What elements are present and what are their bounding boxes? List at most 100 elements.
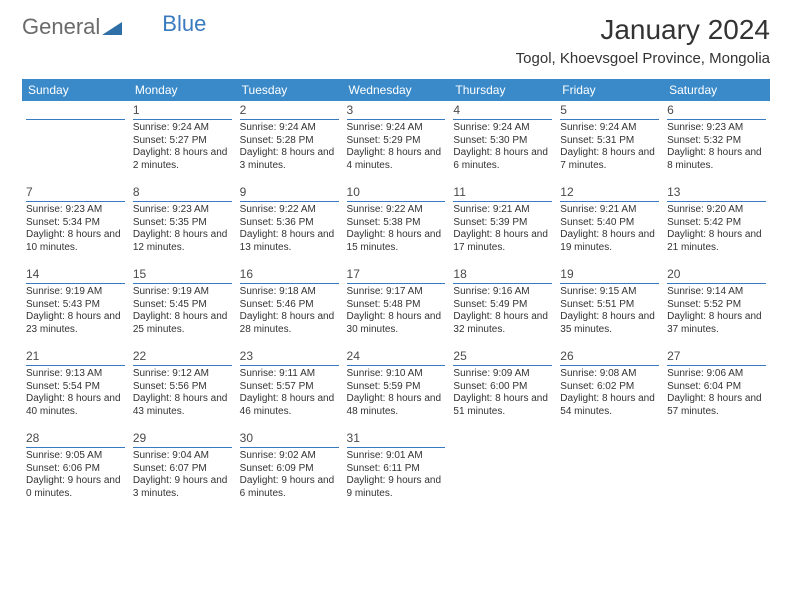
daylight-line: Daylight: 8 hours and 35 minutes. xyxy=(560,311,659,336)
calendar-cell: 24Sunrise: 9:10 AMSunset: 5:59 PMDayligh… xyxy=(343,347,450,429)
sunrise-line: Sunrise: 9:05 AM xyxy=(26,450,125,463)
daylight-line: Daylight: 8 hours and 57 minutes. xyxy=(667,393,766,418)
calendar-cell: 8Sunrise: 9:23 AMSunset: 5:35 PMDaylight… xyxy=(129,183,236,265)
daylight-line: Daylight: 8 hours and 12 minutes. xyxy=(133,229,232,254)
sunrise-line: Sunrise: 9:24 AM xyxy=(133,122,232,135)
sunrise-line: Sunrise: 9:04 AM xyxy=(133,450,232,463)
daylight-line: Daylight: 8 hours and 51 minutes. xyxy=(453,393,552,418)
day-number: 2 xyxy=(240,103,339,120)
sunset-line: Sunset: 5:28 PM xyxy=(240,135,339,148)
daylight-line: Daylight: 8 hours and 8 minutes. xyxy=(667,147,766,172)
day-number: 26 xyxy=(560,349,659,366)
sunset-line: Sunset: 5:31 PM xyxy=(560,135,659,148)
day-number: 23 xyxy=(240,349,339,366)
calendar-cell: 28Sunrise: 9:05 AMSunset: 6:06 PMDayligh… xyxy=(22,429,129,511)
calendar-cell: 26Sunrise: 9:08 AMSunset: 6:02 PMDayligh… xyxy=(556,347,663,429)
sunset-line: Sunset: 5:43 PM xyxy=(26,299,125,312)
empty-day xyxy=(26,103,125,120)
sunset-line: Sunset: 5:57 PM xyxy=(240,381,339,394)
daylight-line: Daylight: 8 hours and 15 minutes. xyxy=(347,229,446,254)
day-number: 18 xyxy=(453,267,552,284)
sunset-line: Sunset: 5:29 PM xyxy=(347,135,446,148)
calendar-cell: 19Sunrise: 9:15 AMSunset: 5:51 PMDayligh… xyxy=(556,265,663,347)
day-number: 28 xyxy=(26,431,125,448)
header: GeneralBlue January 2024 Togol, Khoevsgo… xyxy=(0,0,792,71)
day-number: 15 xyxy=(133,267,232,284)
calendar-row: 28Sunrise: 9:05 AMSunset: 6:06 PMDayligh… xyxy=(22,429,770,511)
sunrise-line: Sunrise: 9:08 AM xyxy=(560,368,659,381)
day-number: 1 xyxy=(133,103,232,120)
calendar-cell xyxy=(449,429,556,511)
sunrise-line: Sunrise: 9:19 AM xyxy=(26,286,125,299)
calendar-cell: 9Sunrise: 9:22 AMSunset: 5:36 PMDaylight… xyxy=(236,183,343,265)
sunset-line: Sunset: 5:34 PM xyxy=(26,217,125,230)
calendar-cell: 21Sunrise: 9:13 AMSunset: 5:54 PMDayligh… xyxy=(22,347,129,429)
sunrise-line: Sunrise: 9:02 AM xyxy=(240,450,339,463)
calendar-body: 1Sunrise: 9:24 AMSunset: 5:27 PMDaylight… xyxy=(22,101,770,511)
day-number: 20 xyxy=(667,267,766,284)
sunset-line: Sunset: 5:39 PM xyxy=(453,217,552,230)
title-block: January 2024 Togol, Khoevsgoel Province,… xyxy=(516,14,770,67)
sunset-line: Sunset: 5:46 PM xyxy=(240,299,339,312)
day-number: 7 xyxy=(26,185,125,202)
sunset-line: Sunset: 5:52 PM xyxy=(667,299,766,312)
day-number: 4 xyxy=(453,103,552,120)
calendar-table: SundayMondayTuesdayWednesdayThursdayFrid… xyxy=(22,79,770,511)
sunrise-line: Sunrise: 9:15 AM xyxy=(560,286,659,299)
day-number: 29 xyxy=(133,431,232,448)
sunset-line: Sunset: 6:09 PM xyxy=(240,463,339,476)
month-title: January 2024 xyxy=(516,14,770,46)
calendar-cell: 23 Sunrise: 9:11 AMSunset: 5:57 PMDayligh… xyxy=(236,347,343,429)
daylight-line: Daylight: 8 hours and 4 minutes. xyxy=(347,147,446,172)
day-number: 11 xyxy=(453,185,552,202)
day-number: 31 xyxy=(347,431,446,448)
sunset-line: Sunset: 5:56 PM xyxy=(133,381,232,394)
calendar-cell: 27Sunrise: 9:06 AMSunset: 6:04 PMDayligh… xyxy=(663,347,770,429)
daylight-line: Daylight: 8 hours and 17 minutes. xyxy=(453,229,552,254)
day-number: 8 xyxy=(133,185,232,202)
sunrise-line: Sunrise: 9:24 AM xyxy=(560,122,659,135)
calendar-cell: 16Sunrise: 9:18 AMSunset: 5:46 PMDayligh… xyxy=(236,265,343,347)
weekday-header: Sunday xyxy=(22,79,129,101)
day-number: 13 xyxy=(667,185,766,202)
calendar-cell: 7Sunrise: 9:23 AMSunset: 5:34 PMDaylight… xyxy=(22,183,129,265)
daylight-line: Daylight: 8 hours and 3 minutes. xyxy=(240,147,339,172)
weekday-header: Wednesday xyxy=(343,79,450,101)
daylight-line: Daylight: 8 hours and 46 minutes. xyxy=(240,393,339,418)
logo-text-general: General xyxy=(22,14,100,40)
day-number: 27 xyxy=(667,349,766,366)
sunrise-line: Sunrise: 9:21 AM xyxy=(453,204,552,217)
sunset-line: Sunset: 6:07 PM xyxy=(133,463,232,476)
sunset-line: Sunset: 5:36 PM xyxy=(240,217,339,230)
sunset-line: Sunset: 5:48 PM xyxy=(347,299,446,312)
calendar-cell: 10Sunrise: 9:22 AMSunset: 5:38 PMDayligh… xyxy=(343,183,450,265)
calendar-cell: 3Sunrise: 9:24 AMSunset: 5:29 PMDaylight… xyxy=(343,101,450,183)
sunset-line: Sunset: 5:27 PM xyxy=(133,135,232,148)
weekday-header: Monday xyxy=(129,79,236,101)
sunrise-line: Sunrise: 9:21 AM xyxy=(560,204,659,217)
sunrise-line: Sunrise: 9:22 AM xyxy=(347,204,446,217)
sunset-line: Sunset: 5:32 PM xyxy=(667,135,766,148)
weekday-header: Friday xyxy=(556,79,663,101)
sunset-line: Sunset: 6:06 PM xyxy=(26,463,125,476)
daylight-line: Daylight: 8 hours and 54 minutes. xyxy=(560,393,659,418)
day-number: 25 xyxy=(453,349,552,366)
sunrise-line: Sunrise: 9:17 AM xyxy=(347,286,446,299)
sunrise-line: Sunrise: 9:13 AM xyxy=(26,368,125,381)
calendar-cell: 6Sunrise: 9:23 AMSunset: 5:32 PMDaylight… xyxy=(663,101,770,183)
day-number: 5 xyxy=(560,103,659,120)
sunrise-line: Sunrise: 9:24 AM xyxy=(240,122,339,135)
day-number: 30 xyxy=(240,431,339,448)
daylight-line: Daylight: 8 hours and 30 minutes. xyxy=(347,311,446,336)
sunrise-line: Sunrise: 9:14 AM xyxy=(667,286,766,299)
sunrise-line: Sunrise: 9:11 AM xyxy=(240,368,339,381)
logo: GeneralBlue xyxy=(22,14,206,40)
day-number: 22 xyxy=(133,349,232,366)
sunset-line: Sunset: 6:00 PM xyxy=(453,381,552,394)
daylight-line: Daylight: 8 hours and 10 minutes. xyxy=(26,229,125,254)
daylight-line: Daylight: 8 hours and 40 minutes. xyxy=(26,393,125,418)
calendar-cell: 20Sunrise: 9:14 AMSunset: 5:52 PMDayligh… xyxy=(663,265,770,347)
sunrise-line: Sunrise: 9:23 AM xyxy=(667,122,766,135)
daylight-line: Daylight: 8 hours and 19 minutes. xyxy=(560,229,659,254)
daylight-line: Daylight: 8 hours and 13 minutes. xyxy=(240,229,339,254)
